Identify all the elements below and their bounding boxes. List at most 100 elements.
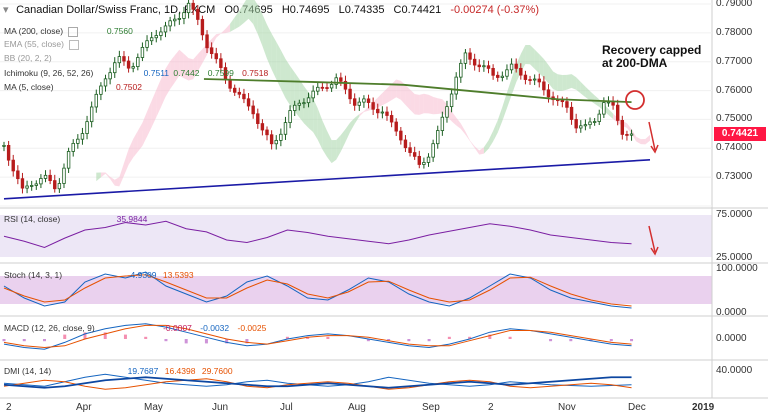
kumo-segment bbox=[290, 66, 295, 112]
candle-body bbox=[574, 119, 578, 129]
candle-body bbox=[316, 86, 320, 92]
candle-body bbox=[242, 93, 246, 100]
x-tick-label: Nov bbox=[558, 402, 576, 413]
legend-bb[interactable]: BB (20, 2, 2) bbox=[4, 53, 52, 63]
candle-body bbox=[205, 34, 209, 49]
ichimoku-tenkan: 0.7511 bbox=[143, 68, 170, 78]
candle-body bbox=[48, 174, 52, 181]
symbol-title: Canadian Dollar/Swiss Franc, 1D, FXCM bbox=[16, 4, 216, 16]
legend-dmi[interactable]: DMI (14, 14) 19.7687 16.4398 29.7600 bbox=[4, 366, 233, 376]
candle-body bbox=[537, 78, 541, 83]
candle-body bbox=[357, 101, 361, 106]
support-trendline[interactable] bbox=[3, 159, 651, 200]
candle-body bbox=[237, 91, 242, 95]
candle-body bbox=[449, 93, 454, 108]
macd-signal-line bbox=[3, 324, 632, 349]
kumo-segment bbox=[626, 123, 632, 134]
adx-line bbox=[3, 376, 632, 389]
legend-macd[interactable]: MACD (12, 26, close, 9) -0.0007 -0.0032 … bbox=[4, 323, 266, 333]
candle-body bbox=[154, 35, 158, 39]
candle-body bbox=[80, 133, 85, 140]
kumo-segment bbox=[557, 74, 563, 91]
candle-body bbox=[168, 20, 172, 27]
rsi-value: 35.9844 bbox=[116, 214, 148, 224]
legend-ma5[interactable]: MA (5, close) 0.7502 bbox=[4, 82, 142, 92]
kumo-segment bbox=[336, 135, 341, 160]
candle-body bbox=[445, 106, 449, 118]
kumo-segment bbox=[271, 33, 277, 80]
kumo-segment bbox=[345, 122, 351, 143]
ichimoku-label: Ichimoku (9, 26, 52, 26) bbox=[4, 68, 94, 78]
candle-body bbox=[306, 97, 311, 104]
dmi-tick-label: 40.0000 bbox=[716, 365, 753, 376]
candle-body bbox=[163, 25, 168, 33]
kumo-segment bbox=[506, 78, 512, 109]
kumo-segment bbox=[110, 176, 115, 186]
candle-body bbox=[546, 89, 551, 98]
kumo-segment bbox=[147, 100, 152, 137]
candle-body bbox=[269, 134, 274, 145]
rsi-line bbox=[3, 220, 632, 249]
kumo-segment bbox=[170, 55, 175, 90]
ma200-value: 0.7560 bbox=[106, 26, 133, 36]
candle-body bbox=[196, 8, 200, 20]
kumo-segment bbox=[391, 79, 397, 101]
kumo-segment bbox=[576, 77, 581, 94]
price-tick-label: 0.75000 bbox=[716, 113, 753, 125]
kumo-segment bbox=[230, 17, 235, 32]
x-tick-label: May bbox=[144, 402, 163, 413]
x-tick-label: Sep bbox=[422, 402, 440, 413]
legend-ma200[interactable]: MA (200, close) 0.7560 bbox=[4, 26, 133, 37]
ma200-eye-icon[interactable] bbox=[68, 26, 79, 37]
kumo-segment bbox=[548, 64, 554, 90]
candle-body bbox=[320, 86, 325, 89]
candle-body bbox=[94, 93, 98, 108]
candle-body bbox=[66, 151, 71, 169]
candle-body bbox=[297, 102, 302, 106]
kumo-segment bbox=[645, 134, 650, 145]
candle-body bbox=[491, 67, 495, 76]
candle-body bbox=[57, 183, 62, 190]
legend-ema55[interactable]: EMA (55, close) bbox=[4, 39, 80, 50]
candle-body bbox=[76, 138, 80, 144]
kumo-segment bbox=[382, 88, 387, 106]
candle-body bbox=[145, 40, 149, 48]
kumo-segment bbox=[520, 45, 526, 73]
kumo-segment bbox=[197, 49, 203, 72]
candle-body bbox=[99, 85, 103, 95]
kumo-segment bbox=[543, 59, 549, 84]
kumo-segment bbox=[502, 92, 507, 122]
candle-body bbox=[71, 142, 75, 152]
annotation-circle bbox=[625, 90, 645, 110]
candle-body bbox=[496, 74, 500, 78]
price-tick-label: 0.79000 bbox=[716, 0, 753, 9]
candle-body bbox=[122, 56, 126, 62]
legend-rsi[interactable]: RSI (14, close) 35.9844 bbox=[4, 214, 147, 224]
kumo-segment bbox=[433, 96, 438, 115]
candle-body bbox=[417, 155, 421, 165]
candle-body bbox=[191, 2, 195, 10]
rsi-tick-label: 25.0000 bbox=[716, 252, 753, 263]
candle-body bbox=[311, 90, 315, 99]
kumo-segment bbox=[193, 54, 198, 80]
rsi-tick-label: 75.0000 bbox=[716, 209, 753, 220]
candle-body bbox=[233, 87, 237, 93]
kumo-segment bbox=[483, 140, 489, 154]
legend-ichimoku[interactable]: Ichimoku (9, 26, 52, 26) 0.7511 0.7442 0… bbox=[4, 68, 268, 78]
kumo-segment bbox=[137, 122, 143, 152]
candle-body bbox=[274, 139, 278, 145]
candle-body bbox=[136, 57, 140, 67]
ma200-line bbox=[203, 78, 632, 104]
kumo-segment bbox=[96, 172, 101, 182]
header: ▾ Canadian Dollar/Swiss Franc, 1D, FXCM … bbox=[3, 3, 539, 16]
kumo-segment bbox=[160, 68, 166, 108]
ema55-eye-icon[interactable] bbox=[69, 39, 80, 50]
ichimoku-spanB: 0.7518 bbox=[242, 68, 269, 78]
kumo-segment bbox=[165, 61, 171, 97]
kumo-segment bbox=[188, 58, 194, 81]
kumo-segment bbox=[497, 106, 503, 133]
collapse-icon[interactable]: ▾ bbox=[3, 4, 9, 16]
legend-stoch[interactable]: Stoch (14, 3, 1) 4.9309 13.5393 bbox=[4, 270, 194, 280]
candle-body bbox=[108, 72, 112, 80]
